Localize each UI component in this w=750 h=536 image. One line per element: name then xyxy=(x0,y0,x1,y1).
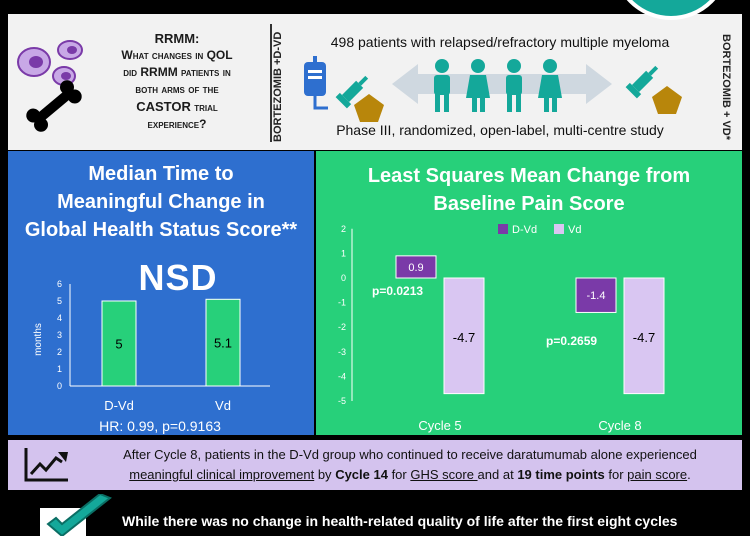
nsd-label: NSD xyxy=(138,257,218,298)
header-divider xyxy=(270,24,272,142)
pain-title-line-1: Least Squares Mean Change from xyxy=(367,165,691,187)
pain-bar-value: 0.9 xyxy=(408,262,423,274)
question-line-3: both arms of the xyxy=(135,82,219,96)
ghs-bar-chart: 0 1 2 3 4 5 6 5 D-Vd 5.1 Vd xyxy=(57,280,270,413)
ghs-y-tick: 3 xyxy=(57,330,62,340)
pain-category-label: Cycle 5 xyxy=(418,418,461,433)
bottom-banner xyxy=(0,492,750,536)
summary-time-points: 19 time points xyxy=(517,467,605,482)
ghs-bar-value: 5 xyxy=(115,337,122,352)
legend-swatch xyxy=(554,224,564,234)
pain-y-tick: -2 xyxy=(338,322,346,332)
ghs-title-line-3: Global Health Status Score** xyxy=(24,219,298,241)
pain-title-line-2: Baseline Pain Score xyxy=(433,193,625,215)
pill-pentagon-icon-left xyxy=(354,94,384,122)
summary-part-11: . xyxy=(687,467,691,482)
pain-y-tick: 0 xyxy=(341,273,346,283)
summary-panel xyxy=(8,440,742,490)
question-line-1: What changes in QOL xyxy=(121,48,233,62)
ghs-y-tick: 2 xyxy=(57,347,62,357)
pain-bar xyxy=(575,277,617,313)
ghs-title-line-1: Median Time to xyxy=(88,163,234,185)
pain-score-bar-chart: 2 1 0 -1 -2 -3 -4 -5 D-Vd Vd 0.9 -4.7 Cycle 5 -1.4 -4.… xyxy=(338,224,665,433)
ghs-y-tick: 6 xyxy=(57,280,62,289)
ghs-y-tick: 5 xyxy=(57,296,62,306)
p-value-cycle-8: p=0.2659 xyxy=(546,334,598,348)
hazard-ratio-text: HR: 0.99, p=0.9163 xyxy=(99,418,221,434)
p-value-cycle-5: p=0.0213 xyxy=(372,284,424,298)
question-line-4: CASTOR trial xyxy=(92,98,262,116)
ghs-category-label: Vd xyxy=(215,398,231,413)
summary-improvement: meaningful clinical improvement xyxy=(129,467,315,482)
pain-bar xyxy=(395,255,437,279)
question-line-5: experience? xyxy=(147,117,207,131)
myeloma-cells-icon xyxy=(17,40,83,132)
trend-chart-icon xyxy=(24,448,68,482)
patients-text: 498 patients with relapsed/refractory mu… xyxy=(330,34,670,50)
pain-category-label: Cycle 8 xyxy=(598,418,641,433)
pain-bar-value: -4.7 xyxy=(453,330,475,345)
pain-bar-value: -4.7 xyxy=(633,330,655,345)
legend-swatch xyxy=(498,224,508,234)
study-text: Phase III, randomized, open-label, multi… xyxy=(336,122,664,138)
question-title: RRMM: What changes in QOL did RRMM patie… xyxy=(92,30,262,133)
pain-panel-title: Least Squares Mean Change from Baseline … xyxy=(316,162,742,218)
ghs-y-tick: 0 xyxy=(57,381,62,391)
ghs-y-tick: 1 xyxy=(57,364,62,374)
pain-bar-value: -1.4 xyxy=(587,290,606,302)
pain-bar xyxy=(443,277,485,395)
summary-ghs-score: GHS score xyxy=(410,467,478,482)
ghs-bar xyxy=(101,300,137,387)
summary-text: After Cycle 8, patients in the D-Vd grou… xyxy=(90,445,730,485)
bottom-text: While there was no change in health-rela… xyxy=(122,513,678,529)
pain-y-tick: -4 xyxy=(338,371,346,381)
ghs-panel-title: Median Time to Meaningful Change in Glob… xyxy=(8,160,314,244)
trial-label: trial xyxy=(190,100,218,114)
header-panel xyxy=(8,14,742,150)
summary-part-5: for xyxy=(387,467,411,482)
ghs-bar-value: 5.1 xyxy=(214,336,232,351)
right-arm-label: BORTEZOMIB + VD* xyxy=(720,33,732,141)
pain-y-tick: 1 xyxy=(341,248,346,258)
legend-label: Vd xyxy=(568,224,581,236)
left-arm-label: BORTEZOMIB +D-VD xyxy=(272,31,284,143)
syringe-icon-right xyxy=(625,65,659,99)
summary-part-3: by xyxy=(314,467,336,482)
question-line-2: did RRMM patients in xyxy=(123,65,231,79)
pain-score-panel xyxy=(316,151,742,435)
checkmark-icon xyxy=(40,494,112,536)
legend-label: D-Vd xyxy=(512,224,537,236)
syringe-icon-left xyxy=(335,75,369,109)
iv-bag-icon xyxy=(304,56,328,110)
pain-y-tick: -1 xyxy=(338,298,346,308)
question-heading: RRMM: xyxy=(154,31,200,46)
ghs-title-line-2: Meaningful Change in xyxy=(57,191,265,213)
top-bar xyxy=(0,0,750,12)
patients-group-icon xyxy=(434,59,562,112)
pain-bar xyxy=(623,277,665,395)
summary-part-9: for xyxy=(604,467,628,482)
ghs-bar xyxy=(205,298,241,387)
summary-pain-score: pain score xyxy=(627,467,688,482)
pill-pentagon-icon-right xyxy=(652,86,682,114)
summary-part-7: and at xyxy=(477,467,518,482)
ghs-category-label: D-Vd xyxy=(104,398,134,413)
pain-y-tick: -3 xyxy=(338,347,346,357)
ghs-y-tick: 4 xyxy=(57,313,62,323)
ghs-panel xyxy=(8,151,314,435)
pain-y-tick: -5 xyxy=(338,396,346,406)
summary-part-1: After Cycle 8, patients in the D-Vd grou… xyxy=(123,447,697,462)
castor-label: CASTOR xyxy=(136,99,191,114)
pain-y-tick: 2 xyxy=(341,224,346,234)
summary-cycle-14: Cycle 14 xyxy=(335,467,388,482)
